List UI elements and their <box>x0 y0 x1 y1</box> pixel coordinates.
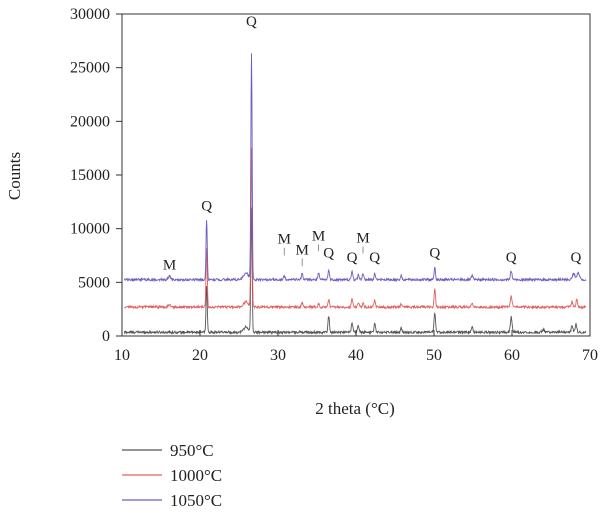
series-line-1000C <box>124 147 587 310</box>
quartz-marker: Q <box>347 250 358 266</box>
y-axis-label: Counts <box>5 152 24 200</box>
y-tick-label: 25000 <box>70 60 110 77</box>
mullite-marker: M <box>312 228 325 244</box>
quartz-marker: Q <box>323 246 334 262</box>
y-tick-label: 15000 <box>70 167 110 184</box>
series-line-1050C <box>123 53 587 283</box>
mullite-marker: M <box>163 257 176 273</box>
axes-layer: 10 20 30 40 50 60 70 0 5000 10000 15000 20000 25000 3… <box>70 6 598 364</box>
x-axis-label: 2 theta (°C) <box>315 399 395 418</box>
legend: 950°C 1000°C 1050°C <box>122 441 222 510</box>
y-tick-label: 20000 <box>70 113 110 130</box>
plot-border <box>121 13 591 337</box>
x-tick-label: 20 <box>192 347 208 364</box>
quartz-marker: Q <box>369 250 380 266</box>
x-tick-label: 10 <box>114 347 130 364</box>
y-tick-label: 5000 <box>78 274 110 291</box>
y-tick-label: 30000 <box>70 6 110 23</box>
mullite-marker: M <box>356 231 369 247</box>
quartz-marker: Q <box>506 250 517 266</box>
y-tick-label: 0 <box>102 328 110 345</box>
legend-label: 1050°C <box>170 491 222 510</box>
plot-frame <box>121 13 591 337</box>
legend-label: 950°C <box>170 441 214 460</box>
quartz-marker: Q <box>571 250 582 266</box>
quartz-marker: Q <box>246 14 257 30</box>
x-tick-label: 50 <box>426 347 442 364</box>
series-line-950C <box>123 207 587 336</box>
mullite-marker: M <box>278 232 291 248</box>
y-tick-label: 10000 <box>70 221 110 238</box>
x-tick-label: 40 <box>348 347 364 364</box>
x-tick-label: 70 <box>582 347 598 364</box>
quartz-marker: Q <box>429 246 440 262</box>
mullite-marker: M <box>296 242 309 258</box>
x-tick-label: 30 <box>270 347 286 364</box>
quartz-marker: Q <box>201 198 212 214</box>
legend-label: 1000°C <box>170 466 222 485</box>
x-tick-label: 60 <box>504 347 520 364</box>
series-layer <box>123 53 587 336</box>
